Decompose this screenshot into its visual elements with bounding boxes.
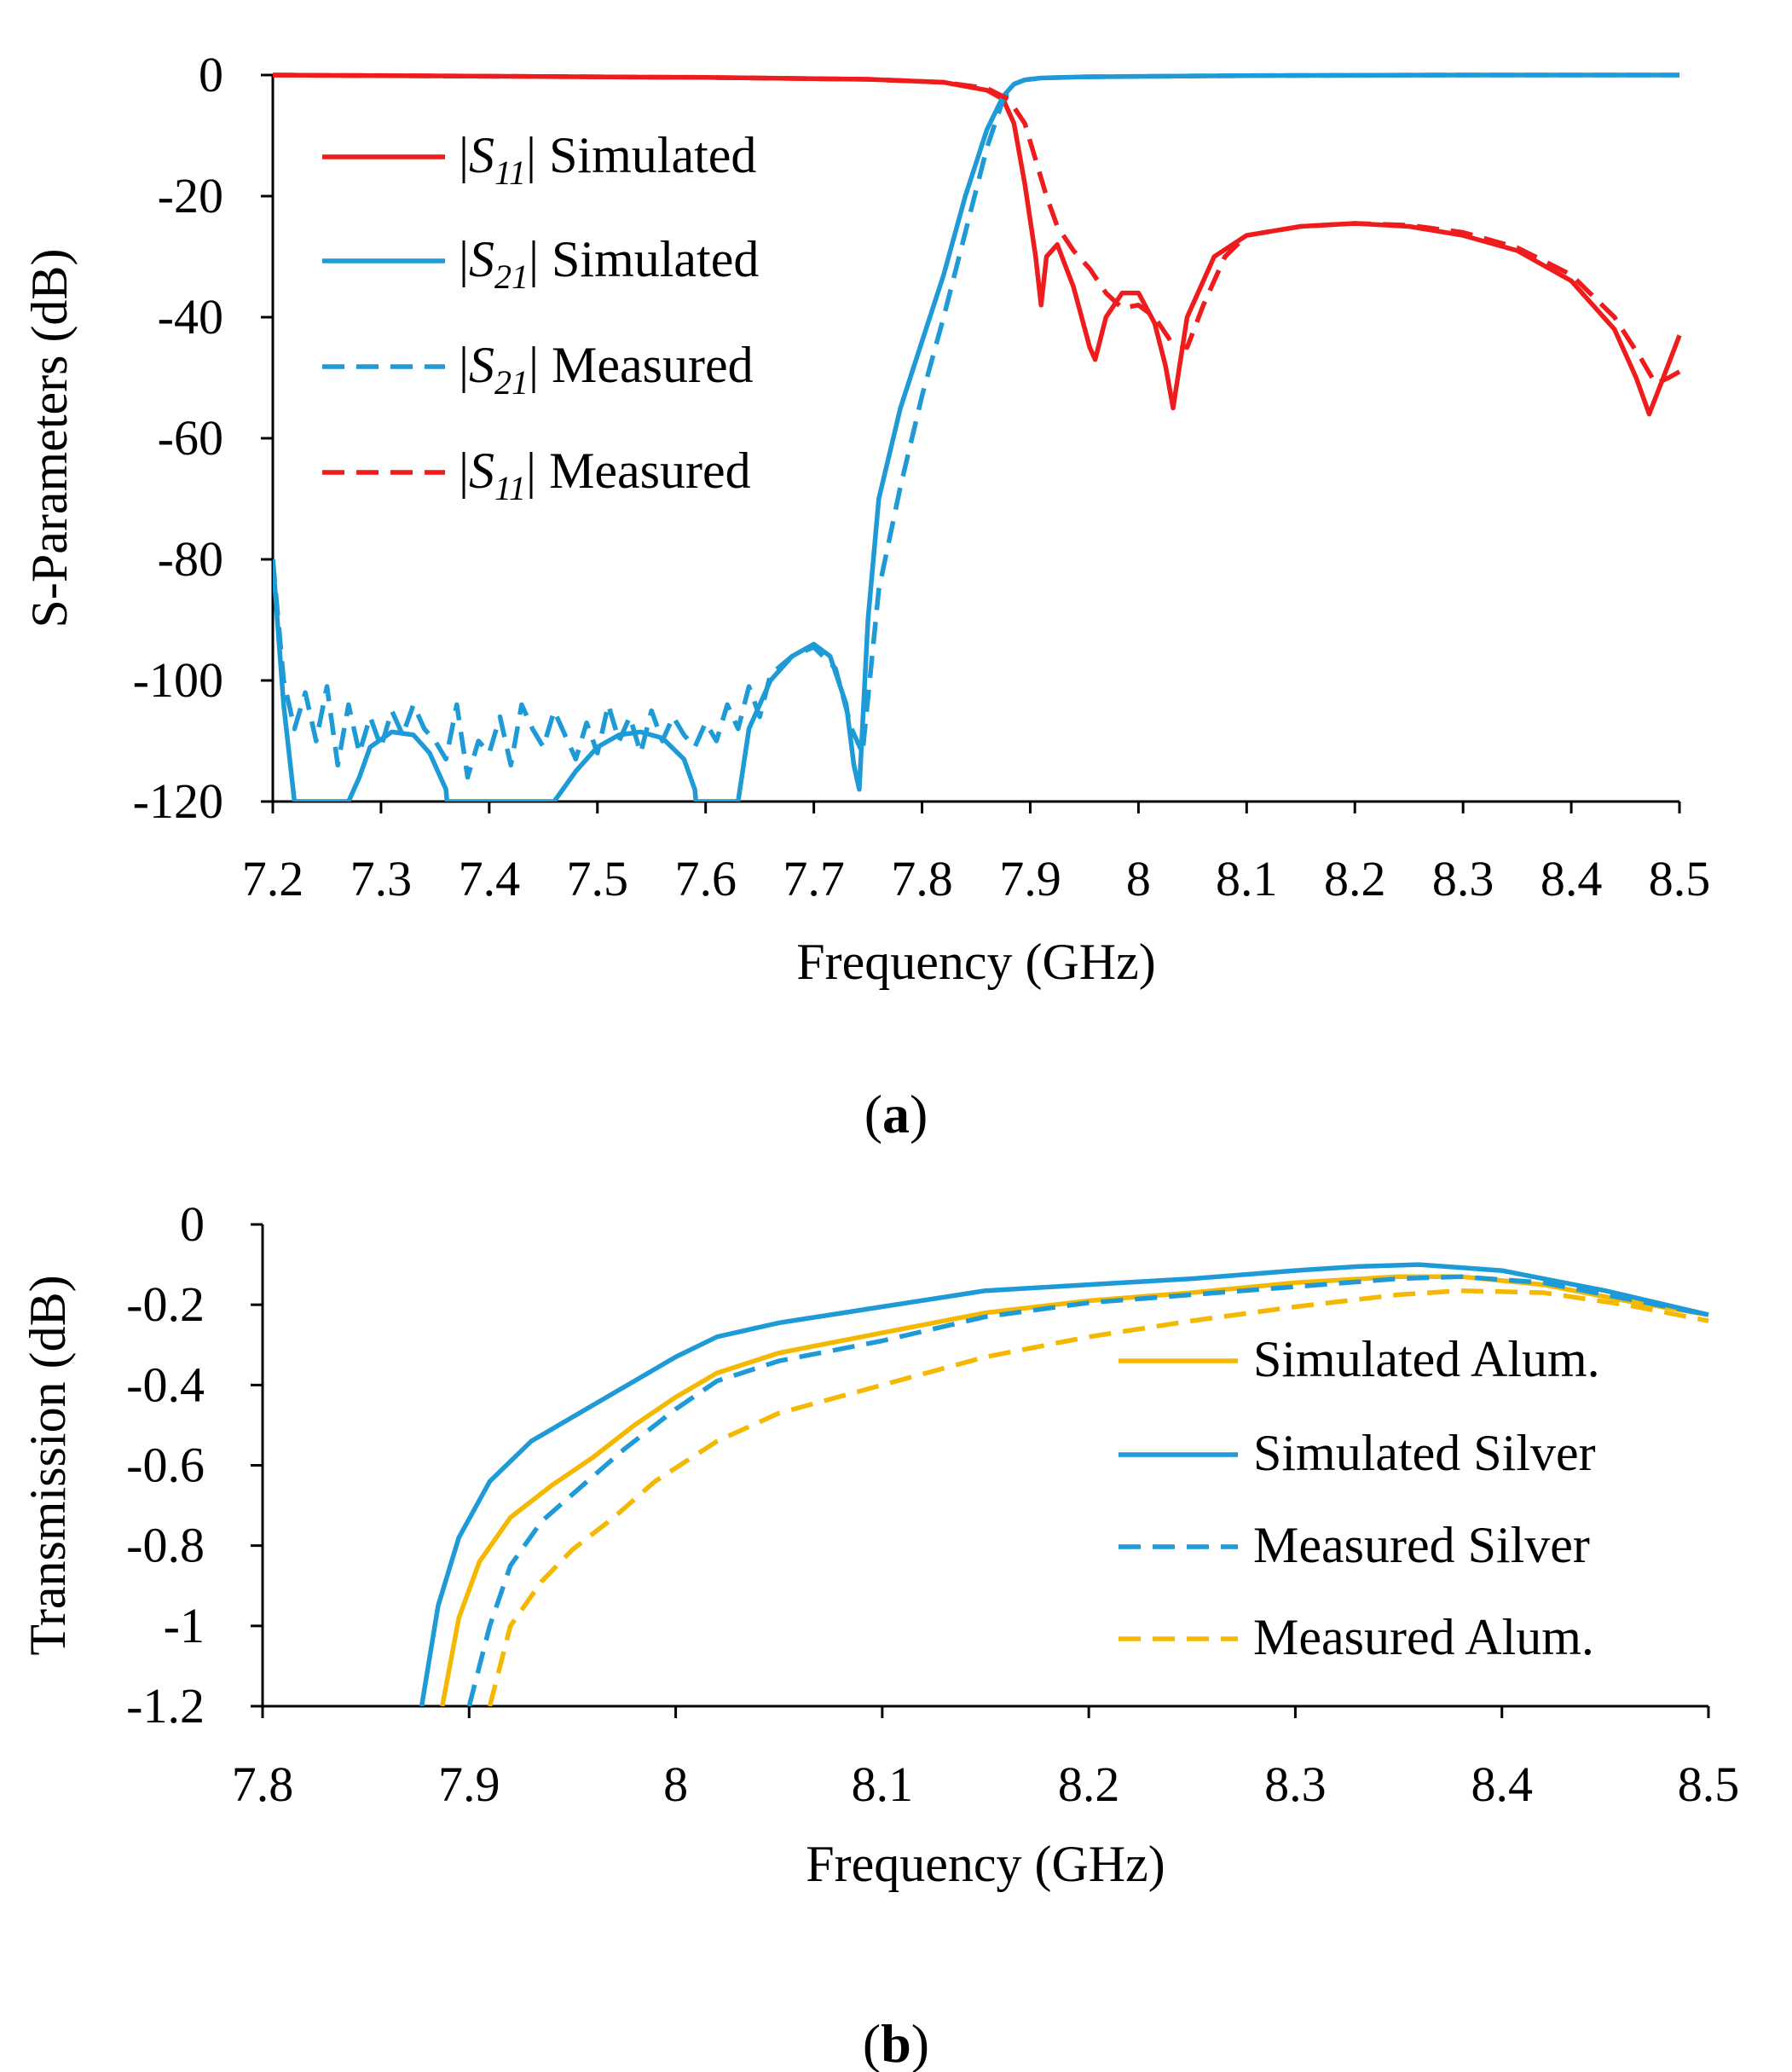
x-tick-label: 8.2 — [1058, 1757, 1120, 1812]
y-tick-label: -40 — [158, 289, 223, 344]
x-axis-title: Frequency (GHz) — [806, 1836, 1165, 1892]
y-tick-label: -1 — [164, 1598, 205, 1653]
series-line-s21-simulated — [273, 72, 1679, 802]
y-tick-label: -80 — [158, 531, 223, 587]
x-tick-label: 8 — [1126, 851, 1151, 906]
x-tick-label: 7.9 — [438, 1757, 500, 1812]
series-line-simulated-silver — [419, 1262, 1709, 1706]
legend-label-measured-silver: Measured Silver — [1253, 1517, 1590, 1573]
x-tick-label: 8.1 — [852, 1757, 914, 1812]
x-tick-label: 7.5 — [567, 851, 629, 906]
y-tick-label: -20 — [158, 168, 223, 223]
legend-label-simulated-alum: Simulated Alum. — [1253, 1331, 1600, 1387]
x-tick-label: 7.8 — [232, 1757, 294, 1812]
x-tick-label: 8 — [663, 1757, 688, 1812]
y-tick-label: -1.2 — [126, 1678, 205, 1733]
x-tick-label: 8.2 — [1324, 851, 1386, 906]
panel-label: (a) — [864, 1084, 928, 1144]
legend: |S11| Simulated |S21| Simulated |S21| Meas… — [322, 127, 759, 507]
y-tick-label: -60 — [158, 410, 223, 466]
series-line-measured-alum — [487, 1288, 1709, 1706]
series-line-measured-silver — [466, 1274, 1709, 1706]
y-tick-label: -0.8 — [126, 1518, 205, 1573]
series-line-s11-measured — [273, 72, 1681, 386]
x-tick-label: 8.4 — [1541, 851, 1603, 906]
chart-b: 0 -0.2 -0.4 -0.6 -0.8 -1 -1.2 7.8 7.9 8 8.1 8.2 8.3 8… — [20, 1196, 1739, 2072]
x-tick-label: 7.3 — [350, 851, 413, 906]
legend-label-s11-simulated: |S11| Simulated — [459, 127, 756, 192]
legend: Simulated Alum. Simulated Silver Measured … — [1119, 1331, 1600, 1665]
legend-label-measured-alum: Measured Alum. — [1253, 1609, 1594, 1665]
panel-label: (b) — [863, 2013, 929, 2072]
legend-label-s21-measured: |S21| Measured — [459, 337, 754, 402]
x-tick-label: 8.1 — [1216, 851, 1278, 906]
y-axis-title: S-Parameters (dB) — [21, 249, 78, 628]
x-tick-label: 7.9 — [999, 851, 1061, 906]
y-tick-label: 0 — [180, 1196, 205, 1252]
y-tick-label: -120 — [133, 773, 223, 829]
x-tick-label: 8.3 — [1432, 851, 1494, 906]
x-tick-label: 7.8 — [891, 851, 953, 906]
y-tick-label: -0.6 — [126, 1438, 205, 1493]
x-tick-label: 8.3 — [1264, 1757, 1327, 1812]
series-line-s21-measured — [273, 72, 1679, 780]
y-tick-label: -0.4 — [126, 1357, 205, 1412]
y-tick-label: -100 — [133, 652, 223, 708]
x-axis-title: Frequency (GHz) — [796, 934, 1156, 990]
y-axis-title: Transmission (dB) — [20, 1275, 76, 1655]
x-tick-label: 8.4 — [1471, 1757, 1533, 1812]
x-tick-label: 8.5 — [1649, 851, 1711, 906]
legend-label-s11-measured: |S11| Measured — [459, 443, 751, 507]
x-tick-label: 7.4 — [459, 851, 521, 906]
x-tick-label: 8.5 — [1678, 1757, 1740, 1812]
legend-label-simulated-silver: Simulated Silver — [1253, 1425, 1596, 1481]
y-tick-label: -0.2 — [126, 1276, 205, 1332]
x-tick-label: 7.7 — [783, 851, 845, 906]
y-tick-label: 0 — [199, 47, 223, 102]
x-tick-label: 7.2 — [242, 851, 304, 906]
legend-label-s21-simulated: |S21| Simulated — [459, 231, 759, 296]
x-tick-label: 7.6 — [674, 851, 737, 906]
chart-a: 0 -20 -40 -60 -80 -100 -120 7.2 7.3 7.4 7.5 7.6 7.7 7… — [21, 47, 1710, 1144]
